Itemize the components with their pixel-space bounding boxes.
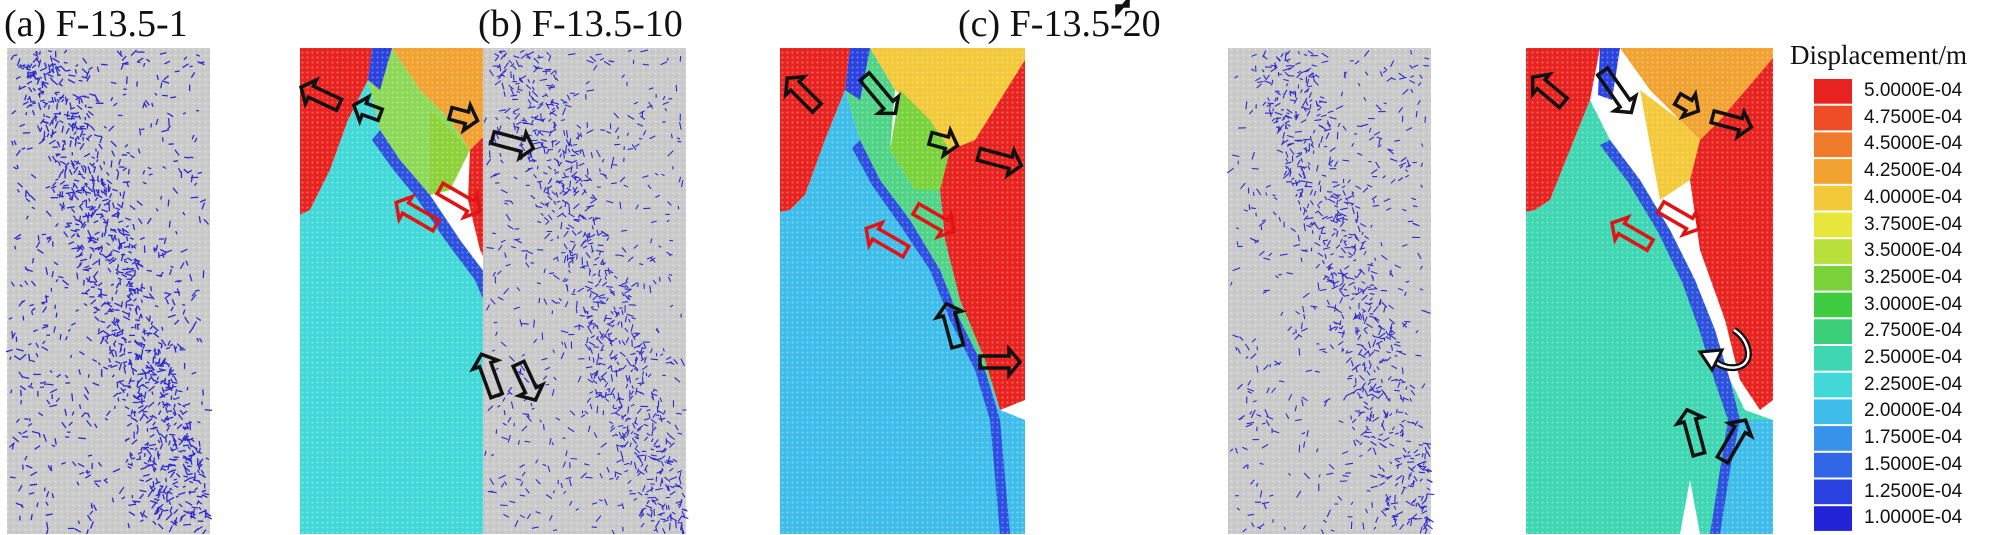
legend-label: 1.0000E-04: [1864, 507, 1962, 529]
legend-label: 3.2500E-04: [1864, 267, 1962, 289]
legend-label: 1.5000E-04: [1864, 454, 1962, 476]
legend-swatch: [1814, 319, 1852, 344]
legend-swatch: [1814, 239, 1852, 264]
legend-swatch: [1814, 399, 1852, 424]
legend-label: 3.5000E-04: [1864, 240, 1962, 262]
legend-swatch: [1814, 373, 1852, 398]
legend-swatch: [1814, 480, 1852, 505]
legend-swatch: [1814, 106, 1852, 131]
legend-label: 3.0000E-04: [1864, 294, 1962, 316]
legend-swatch: [1814, 266, 1852, 291]
figure-canvas: [0, 0, 1790, 534]
legend-colorbar: [1810, 75, 1860, 535]
legend-swatch: [1814, 506, 1852, 531]
legend-swatch: [1814, 79, 1852, 104]
legend-label: 2.2500E-04: [1864, 374, 1962, 396]
legend-label: 2.7500E-04: [1864, 320, 1962, 342]
legend-label: 4.2500E-04: [1864, 160, 1962, 182]
legend-swatch: [1814, 453, 1852, 478]
legend-label: 4.7500E-04: [1864, 107, 1962, 129]
legend-label: 4.0000E-04: [1864, 187, 1962, 209]
legend-swatch: [1814, 186, 1852, 211]
legend-label: 3.7500E-04: [1864, 214, 1962, 236]
legend-swatch: [1814, 132, 1852, 157]
panel-c-displacement-map: [1526, 48, 1773, 534]
panel-c-crack-map: [1227, 48, 1434, 534]
legend-label: 2.0000E-04: [1864, 400, 1962, 422]
legend-swatch: [1814, 159, 1852, 184]
panel-a-crack-map: [6, 48, 212, 534]
legend-swatch: [1814, 346, 1852, 371]
panel-b-crack-map: [483, 48, 688, 534]
legend-label: 2.5000E-04: [1864, 347, 1962, 369]
legend-swatch: [1814, 213, 1852, 238]
legend-swatch: [1814, 426, 1852, 451]
legend-label: 1.2500E-04: [1864, 481, 1962, 503]
panel-b-displacement-map: [780, 48, 1025, 534]
legend-label: 1.7500E-04: [1864, 427, 1962, 449]
legend-swatch: [1814, 293, 1852, 318]
displacement-arrow: [1117, 0, 1128, 13]
legend-label: 4.5000E-04: [1864, 133, 1962, 155]
legend-title: Displacement/m: [1790, 40, 1967, 71]
legend-label: 5.0000E-04: [1864, 80, 1962, 102]
